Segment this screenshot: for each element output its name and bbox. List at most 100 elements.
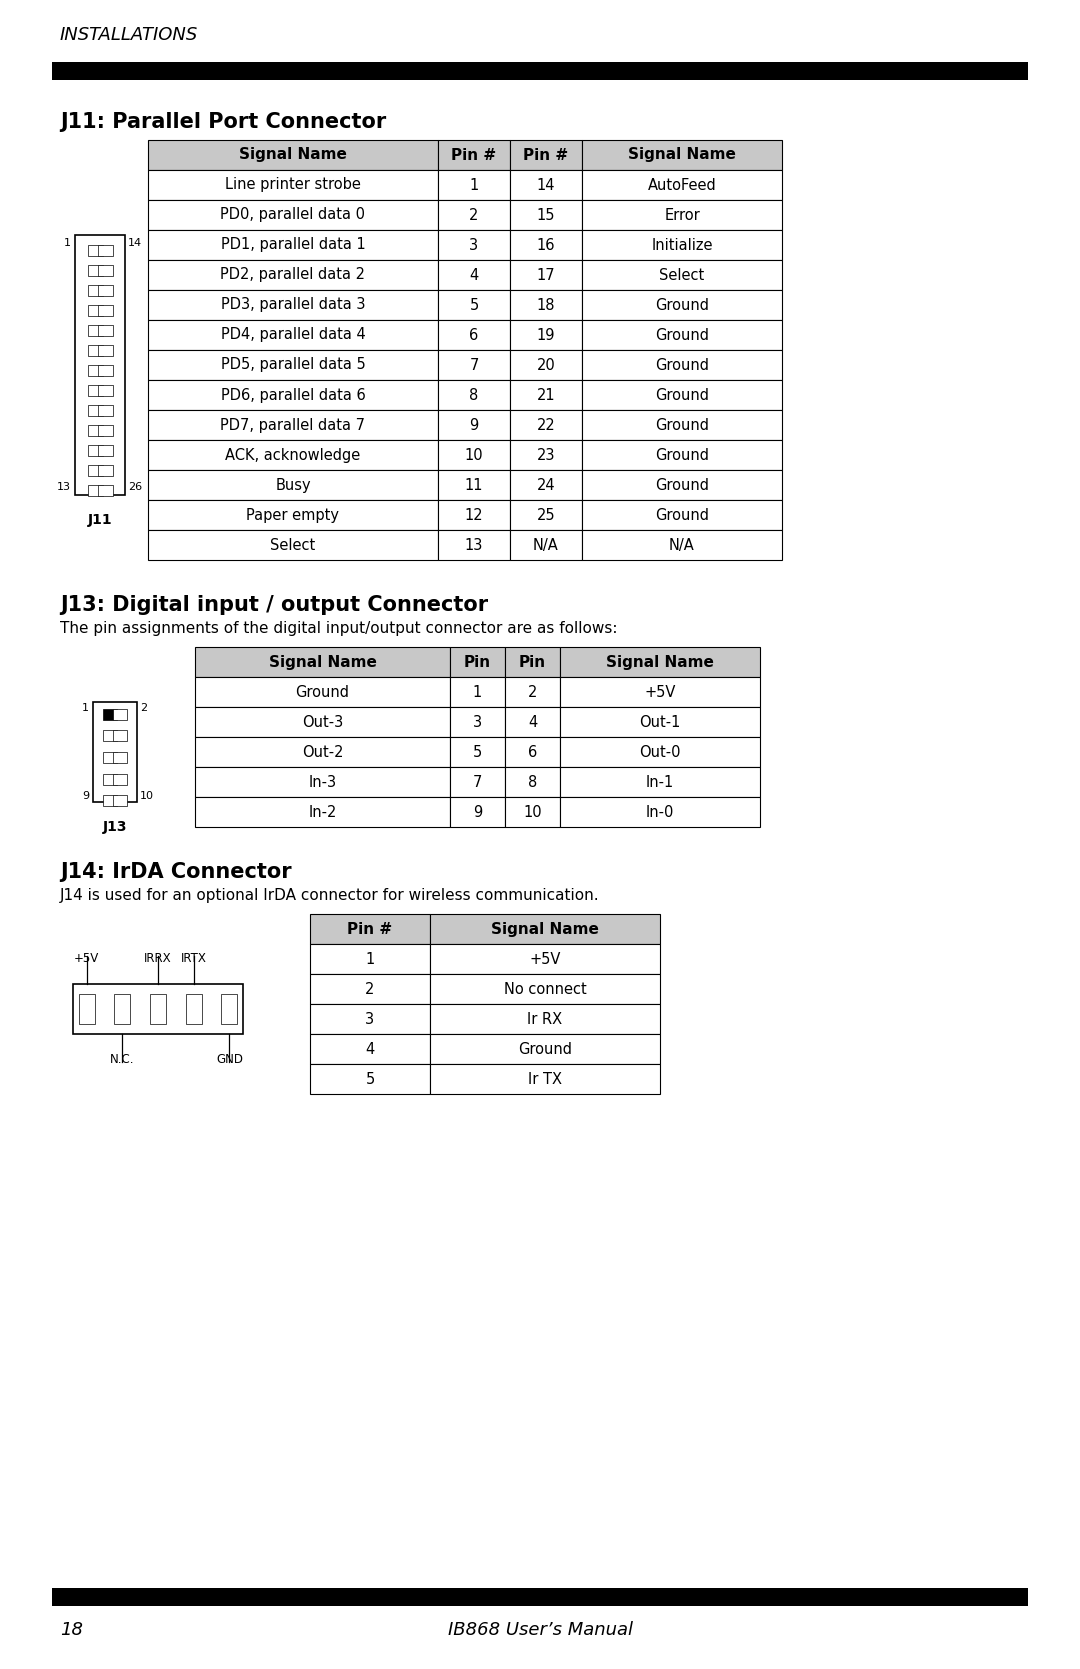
Bar (582, 170, 782, 200)
Text: Select: Select (660, 267, 704, 282)
Bar (450, 798, 505, 828)
Bar (438, 381, 510, 411)
Bar (450, 768, 505, 798)
Bar (148, 290, 438, 320)
Bar (112, 709, 126, 719)
Text: Out-0: Out-0 (639, 744, 680, 759)
Text: Initialize: Initialize (651, 237, 713, 252)
Bar (195, 798, 450, 828)
Text: 4: 4 (365, 1041, 375, 1056)
Text: 9: 9 (473, 804, 482, 819)
Bar (148, 411, 438, 441)
Bar (148, 200, 438, 230)
Text: 9: 9 (470, 417, 478, 432)
Text: 1: 1 (64, 239, 71, 249)
Text: 3: 3 (470, 237, 478, 252)
Bar (97, 406, 112, 416)
Bar (97, 386, 112, 396)
Text: 14: 14 (537, 177, 555, 192)
Bar (87, 345, 103, 355)
Bar (195, 678, 450, 708)
Bar (97, 265, 112, 277)
Text: 4: 4 (528, 714, 537, 729)
Bar (510, 170, 582, 200)
Bar (75, 235, 125, 496)
Text: 2: 2 (470, 207, 478, 222)
Bar (510, 320, 582, 350)
Text: Out-3: Out-3 (302, 714, 343, 729)
Text: No connect: No connect (503, 981, 586, 996)
Text: INSTALLATIONS: INSTALLATIONS (60, 27, 199, 43)
Bar (148, 230, 438, 260)
Text: 1: 1 (470, 177, 478, 192)
Bar (430, 915, 660, 945)
Bar (438, 200, 510, 230)
Bar (148, 471, 438, 501)
Bar (438, 170, 510, 200)
Text: Ground: Ground (654, 357, 708, 372)
Bar (87, 245, 103, 257)
Bar (582, 441, 782, 471)
Bar (195, 738, 450, 768)
Text: Ground: Ground (296, 684, 350, 699)
Bar (438, 320, 510, 350)
Text: Out-1: Out-1 (639, 714, 680, 729)
Bar (97, 245, 112, 257)
Text: GND: GND (216, 1053, 243, 1066)
Text: 17: 17 (537, 267, 555, 282)
Text: 8: 8 (470, 387, 478, 402)
Text: AutoFeed: AutoFeed (648, 177, 716, 192)
Text: Select: Select (270, 537, 315, 552)
Bar (438, 350, 510, 381)
Bar (97, 426, 112, 436)
Bar (561, 798, 760, 828)
Text: PD6, parallel data 6: PD6, parallel data 6 (220, 387, 365, 402)
Bar (103, 731, 118, 741)
Bar (450, 708, 505, 738)
Text: 13: 13 (57, 482, 71, 492)
Bar (310, 945, 430, 975)
Text: In-3: In-3 (309, 774, 337, 789)
Bar (114, 995, 131, 1025)
Text: Ground: Ground (654, 417, 708, 432)
Bar (310, 1035, 430, 1065)
Text: The pin assignments of the digital input/output connector are as follows:: The pin assignments of the digital input… (60, 621, 618, 636)
Text: Paper empty: Paper empty (246, 507, 339, 522)
Text: N/A: N/A (670, 537, 694, 552)
Bar (87, 305, 103, 315)
Bar (438, 140, 510, 170)
Text: 15: 15 (537, 207, 555, 222)
Bar (112, 753, 126, 763)
Text: 14: 14 (129, 239, 143, 249)
Text: Signal Name: Signal Name (629, 147, 735, 162)
Bar (103, 773, 118, 784)
Text: Pin: Pin (518, 654, 546, 669)
Bar (582, 140, 782, 170)
Bar (87, 426, 103, 436)
Text: 2: 2 (528, 684, 537, 699)
Text: 5: 5 (470, 297, 478, 312)
Text: 2: 2 (140, 703, 147, 713)
Bar (148, 501, 438, 531)
Bar (112, 794, 126, 806)
Text: PD1, parallel data 1: PD1, parallel data 1 (220, 237, 365, 252)
Text: 18: 18 (537, 297, 555, 312)
Text: In-1: In-1 (646, 774, 674, 789)
Bar (438, 290, 510, 320)
Bar (561, 648, 760, 678)
Text: 23: 23 (537, 447, 555, 462)
Text: J11: Parallel Port Connector: J11: Parallel Port Connector (60, 112, 387, 132)
Text: +5V: +5V (73, 951, 99, 965)
Bar (450, 648, 505, 678)
Bar (310, 1005, 430, 1035)
Text: ACK, acknowledge: ACK, acknowledge (226, 447, 361, 462)
Text: Pin: Pin (464, 654, 491, 669)
Text: 3: 3 (473, 714, 482, 729)
Text: 10: 10 (464, 447, 484, 462)
Bar (430, 1035, 660, 1065)
Bar (87, 444, 103, 456)
Bar (87, 386, 103, 396)
Text: Pin #: Pin # (348, 921, 392, 936)
Text: 7: 7 (470, 357, 478, 372)
Text: IB868 User’s Manual: IB868 User’s Manual (447, 1621, 633, 1639)
